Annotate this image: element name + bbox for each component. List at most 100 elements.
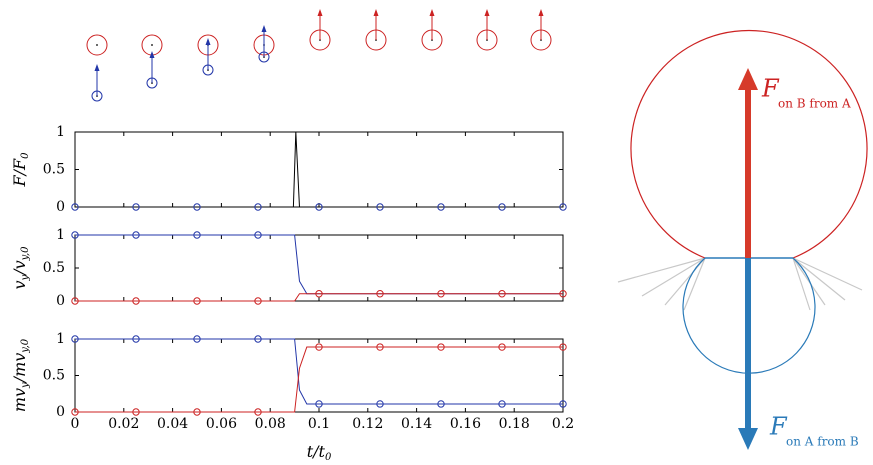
line (75, 131, 563, 208)
marker (132, 335, 140, 343)
marker (376, 400, 384, 408)
label-part: 0 (20, 152, 31, 159)
marker (315, 203, 323, 211)
marker (193, 335, 201, 343)
marker (254, 335, 262, 343)
axis-label: vy/vy,0 (10, 246, 32, 290)
marker (132, 408, 140, 416)
marker (132, 231, 140, 239)
marker (71, 297, 79, 305)
x-tick-label: 0.18 (499, 416, 530, 432)
axis-label: F/F0 (10, 152, 32, 188)
marker (437, 343, 445, 351)
label-part: mv (10, 388, 29, 412)
marker (71, 231, 79, 239)
marker (254, 231, 262, 239)
y-tick-label: 0.5 (43, 260, 65, 276)
force-b-label: F (761, 75, 780, 103)
plot-frame (74, 131, 564, 208)
y-tick-label: 1 (56, 124, 65, 140)
whiskers (617, 257, 863, 311)
marker (437, 400, 445, 408)
arrow-b-head (738, 68, 758, 90)
marker (376, 343, 384, 351)
icon-ball-b (86, 34, 108, 56)
marker (498, 290, 506, 298)
x-tick-label: 0.16 (450, 416, 481, 432)
marker (315, 400, 323, 408)
marker (71, 335, 79, 343)
y-tick-label: 0.5 (43, 368, 65, 384)
marker (254, 297, 262, 305)
x-tick-label: 0.12 (352, 416, 383, 432)
y-tick-label: 0 (56, 404, 65, 420)
ball-b (630, 29, 868, 259)
label-part: /v (10, 260, 29, 276)
x-tick-label: 0 (71, 416, 80, 432)
icon-dot (151, 44, 153, 46)
marker (315, 343, 323, 351)
axis-label: t/t0 (307, 442, 332, 464)
marker (376, 203, 384, 211)
icon-arrow-head (373, 9, 379, 16)
marker (498, 343, 506, 351)
marker (559, 290, 567, 298)
line (75, 346, 563, 413)
marker (559, 203, 567, 211)
marker (193, 297, 201, 305)
marker (437, 203, 445, 211)
label-part: 0 (325, 452, 332, 463)
icon-arrow-head (261, 25, 267, 32)
marker (193, 408, 201, 416)
marker (437, 290, 445, 298)
line (75, 234, 563, 295)
marker (254, 408, 262, 416)
icon-arrow-head (538, 9, 544, 16)
marker (498, 400, 506, 408)
y-tick-label: 0 (56, 199, 65, 215)
label-part: /mv (10, 353, 29, 385)
x-tick-label: 0.02 (108, 416, 139, 432)
plot-frame (74, 234, 564, 302)
label-part: v (10, 280, 29, 289)
force-b-subscript: on B from A (778, 97, 851, 111)
y-tick-label: 0 (56, 293, 65, 309)
collision-diagram: F on B from A F on A from B (617, 29, 868, 450)
marker (559, 343, 567, 351)
marker (132, 297, 140, 305)
label-part: y (20, 274, 31, 281)
x-tick-label: 0.06 (206, 416, 237, 432)
label-part: y (20, 382, 31, 389)
arrow-a-head (738, 428, 758, 450)
icon-arrow-head (429, 9, 435, 16)
label-part: y,0 (20, 246, 31, 262)
force-a-label: F (769, 413, 788, 441)
label-part: F/F (10, 158, 29, 187)
icon-arrow-head (317, 9, 323, 16)
marker (193, 231, 201, 239)
marker (376, 290, 384, 298)
icon-arrow-head (484, 9, 490, 16)
x-tick-label: 0.14 (401, 416, 432, 432)
label-part: t/t (307, 442, 326, 461)
line (75, 293, 563, 302)
marker (193, 203, 201, 211)
x-tick-label: 0.04 (157, 416, 188, 432)
icon-dot (96, 44, 98, 46)
icon-arrow-head (94, 64, 100, 71)
label-part: y,0 (20, 338, 31, 354)
x-tick-label: 0.08 (255, 416, 286, 432)
force-a-subscript: on A from B (786, 435, 859, 449)
marker (132, 203, 140, 211)
y-tick-label: 1 (56, 227, 65, 243)
marker (254, 203, 262, 211)
marker (71, 408, 79, 416)
x-tick-label: 0.1 (308, 416, 330, 432)
icon-arrow-head (149, 51, 155, 58)
y-tick-label: 0.5 (43, 162, 65, 178)
marker (315, 290, 323, 298)
icon-arrow-head (205, 38, 211, 45)
x-tick-label: 0.2 (552, 416, 574, 432)
marker (498, 203, 506, 211)
